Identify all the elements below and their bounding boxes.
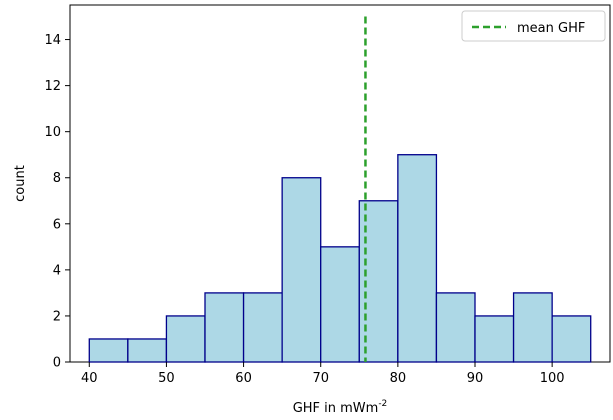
x-axis-label-sup: -2 [378,399,387,409]
y-tick-label: 14 [44,33,61,48]
bar [474,315,515,363]
legend-entry-mean: mean GHF [517,21,585,36]
x-tick-label: 80 [390,371,407,386]
x-axis: 40 50 60 70 80 90 100 [81,362,565,386]
bar [281,177,322,363]
bar [88,338,129,363]
legend: mean GHF [461,10,606,42]
bar [320,246,360,363]
x-tick-label: 40 [81,371,98,386]
bar [204,292,245,363]
x-axis-label-main: GHF in mWm [293,401,379,416]
bar [242,292,283,363]
y-axis: 0 2 4 6 8 10 12 14 [44,33,70,371]
bars-group [88,154,592,363]
bar [165,315,206,363]
y-tick-label: 6 [53,217,61,232]
bar [512,292,553,363]
y-tick-label: 12 [44,79,61,94]
y-tick-label: 8 [53,171,61,186]
bar [397,154,438,363]
x-tick-label: 90 [467,371,484,386]
y-tick-label: 0 [53,356,61,371]
bar [551,315,592,363]
y-tick-label: 4 [53,263,61,278]
x-tick-label: 70 [312,371,329,386]
y-axis-label: count [13,165,28,202]
legend-box [461,10,606,42]
x-tick-label: 50 [158,371,175,386]
bar [435,292,476,363]
x-axis-label: GHF in mWm-2 [293,399,388,416]
x-tick-label: 60 [235,371,252,386]
y-tick-label: 2 [53,309,61,324]
y-tick-label: 10 [44,125,61,140]
bar [127,338,168,363]
x-tick-label: 100 [540,371,565,386]
